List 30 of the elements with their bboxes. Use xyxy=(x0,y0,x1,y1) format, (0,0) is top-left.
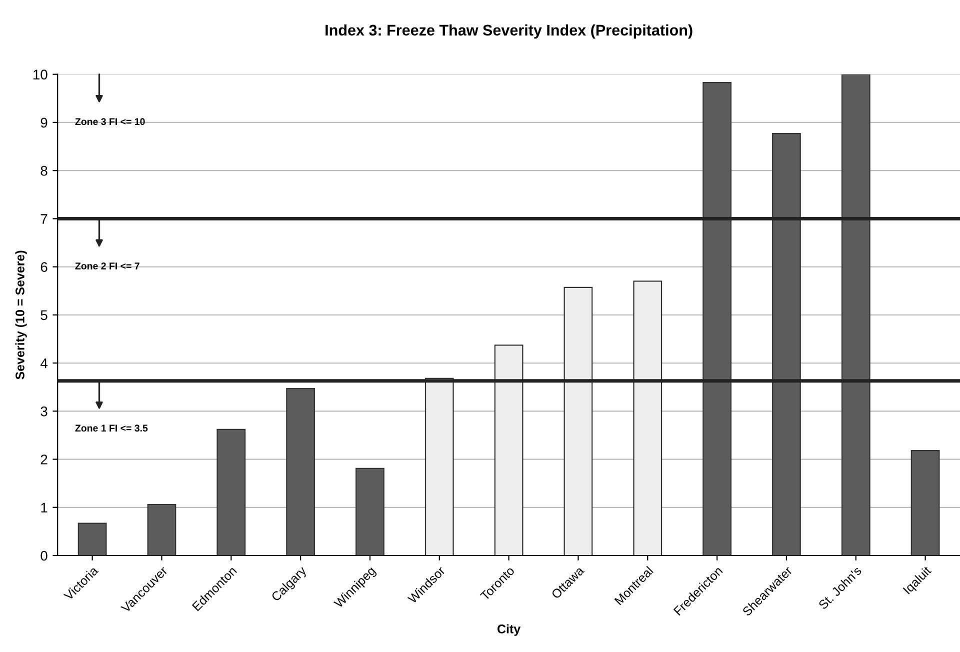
y-tick-label: 4 xyxy=(40,358,48,368)
y-tick-label: 1 xyxy=(41,502,48,512)
bar xyxy=(772,132,801,556)
bar xyxy=(147,504,176,556)
bar xyxy=(356,468,384,556)
y-tick-label: 10 xyxy=(33,70,48,80)
annotation: Zone 1 FI <= 3.5 xyxy=(75,424,148,432)
bar xyxy=(286,388,315,556)
bar xyxy=(702,82,732,556)
y-tick-label: 6 xyxy=(40,262,48,272)
y-tick-label: 7 xyxy=(40,214,48,224)
y-tick-label: 3 xyxy=(40,406,48,416)
annotation: Zone 2 FI <= 7 xyxy=(75,262,140,270)
bar xyxy=(633,280,662,556)
bar xyxy=(424,378,454,556)
y-tick-label: 2 xyxy=(40,454,48,464)
y-axis-title: Severity (10 = Severe) xyxy=(15,250,27,380)
annotation: Zone 3 FI <= 10 xyxy=(75,118,145,126)
bar xyxy=(216,428,246,556)
y-tick-label: 5 xyxy=(40,310,48,320)
chart-title: Index 3: Freeze Thaw Severity Index (Precipitation) xyxy=(326,24,692,39)
y-tick-label: 9 xyxy=(40,118,48,128)
bar xyxy=(841,74,870,556)
bar xyxy=(910,450,940,556)
bar xyxy=(78,522,107,556)
x-axis-title: City xyxy=(498,624,521,636)
bar xyxy=(564,286,593,556)
y-tick-label: 8 xyxy=(40,166,48,176)
bar xyxy=(494,344,524,556)
y-tick-label: 0 xyxy=(40,550,48,561)
